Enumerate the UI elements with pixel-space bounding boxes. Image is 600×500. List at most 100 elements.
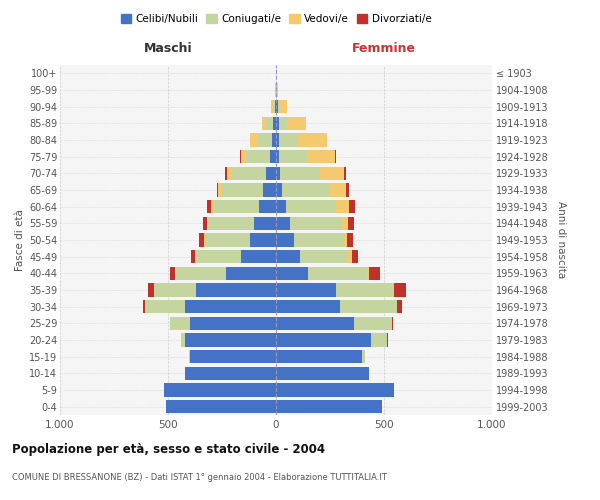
Bar <box>276 334 371 346</box>
Bar <box>266 166 276 180</box>
Bar <box>349 250 352 264</box>
Bar <box>295 234 343 246</box>
Bar <box>286 200 337 213</box>
Bar <box>191 250 196 264</box>
Bar <box>181 334 185 346</box>
Bar <box>176 266 226 280</box>
Bar <box>335 150 337 164</box>
Bar <box>329 184 346 196</box>
Bar <box>354 316 392 330</box>
Bar <box>300 250 349 264</box>
Bar <box>276 116 279 130</box>
Bar <box>276 266 308 280</box>
Bar <box>394 284 406 296</box>
Bar <box>349 200 355 213</box>
Bar <box>263 184 276 196</box>
Bar <box>349 216 355 230</box>
Bar <box>280 166 320 180</box>
Bar <box>371 334 387 346</box>
Bar <box>276 316 354 330</box>
Bar <box>337 200 349 213</box>
Bar <box>207 200 211 213</box>
Bar <box>185 300 276 314</box>
Bar <box>241 250 276 264</box>
Bar <box>347 234 353 246</box>
Bar <box>170 316 190 330</box>
Bar <box>275 100 276 114</box>
Bar <box>392 284 394 296</box>
Bar <box>190 316 276 330</box>
Bar <box>225 166 227 180</box>
Bar <box>308 266 367 280</box>
Bar <box>148 284 154 296</box>
Bar <box>276 300 340 314</box>
Bar <box>250 234 276 246</box>
Bar <box>217 184 218 196</box>
Bar <box>196 284 276 296</box>
Bar <box>397 300 402 314</box>
Bar <box>340 300 397 314</box>
Bar <box>273 100 275 114</box>
Bar <box>280 100 287 114</box>
Bar <box>287 116 306 130</box>
Bar <box>218 184 221 196</box>
Text: Femmine: Femmine <box>352 42 416 55</box>
Bar <box>214 200 259 213</box>
Bar <box>276 134 279 146</box>
Bar <box>199 234 203 246</box>
Bar <box>367 266 369 280</box>
Bar <box>166 400 276 413</box>
Bar <box>164 384 276 396</box>
Bar <box>290 216 342 230</box>
Bar <box>343 234 347 246</box>
Bar <box>246 150 269 164</box>
Bar <box>170 266 175 280</box>
Bar <box>250 134 257 146</box>
Bar <box>276 400 382 413</box>
Bar <box>230 166 266 180</box>
Bar <box>279 134 298 146</box>
Bar <box>344 166 346 180</box>
Bar <box>342 216 349 230</box>
Bar <box>207 216 208 230</box>
Bar <box>185 366 276 380</box>
Bar <box>352 250 358 264</box>
Bar <box>298 134 327 146</box>
Bar <box>276 384 394 396</box>
Bar <box>259 200 276 213</box>
Bar <box>320 166 344 180</box>
Bar <box>362 350 365 364</box>
Bar <box>254 216 276 230</box>
Bar <box>203 234 205 246</box>
Bar <box>276 284 337 296</box>
Bar <box>227 166 230 180</box>
Bar <box>226 266 276 280</box>
Bar <box>196 250 241 264</box>
Bar <box>203 216 207 230</box>
Text: Popolazione per età, sesso e stato civile - 2004: Popolazione per età, sesso e stato civil… <box>12 442 325 456</box>
Bar <box>276 166 280 180</box>
Bar <box>279 116 287 130</box>
Y-axis label: Anni di nascita: Anni di nascita <box>556 202 566 278</box>
Bar <box>266 116 273 130</box>
Bar <box>272 134 276 146</box>
Bar <box>283 184 329 196</box>
Y-axis label: Fasce di età: Fasce di età <box>14 209 25 271</box>
Bar <box>369 266 380 280</box>
Bar <box>276 216 290 230</box>
Bar <box>346 184 349 196</box>
Bar <box>205 234 250 246</box>
Bar <box>276 234 295 246</box>
Bar <box>257 134 272 146</box>
Bar <box>279 150 307 164</box>
Bar <box>145 300 185 314</box>
Bar <box>154 284 196 296</box>
Bar <box>276 184 283 196</box>
Bar <box>277 84 278 96</box>
Bar <box>276 100 278 114</box>
Text: Maschi: Maschi <box>143 42 193 55</box>
Bar <box>276 150 279 164</box>
Bar <box>276 366 369 380</box>
Bar <box>337 284 392 296</box>
Bar <box>190 350 276 364</box>
